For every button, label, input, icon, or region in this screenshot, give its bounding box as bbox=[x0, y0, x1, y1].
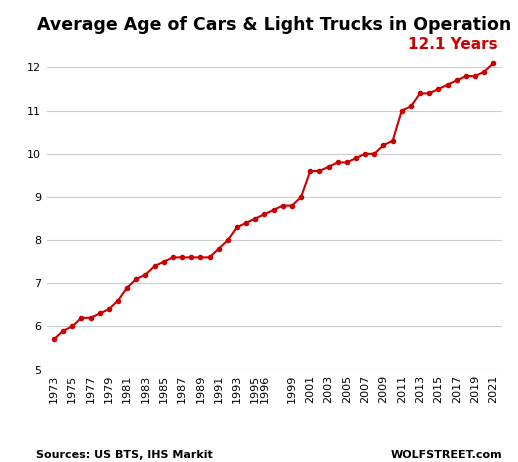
Text: WOLFSTREET.com: WOLFSTREET.com bbox=[391, 450, 502, 460]
Title: Average Age of Cars & Light Trucks in Operation: Average Age of Cars & Light Trucks in Op… bbox=[37, 17, 512, 35]
Text: 12.1 Years: 12.1 Years bbox=[408, 37, 498, 52]
Text: Sources: US BTS, IHS Markit: Sources: US BTS, IHS Markit bbox=[36, 450, 213, 460]
